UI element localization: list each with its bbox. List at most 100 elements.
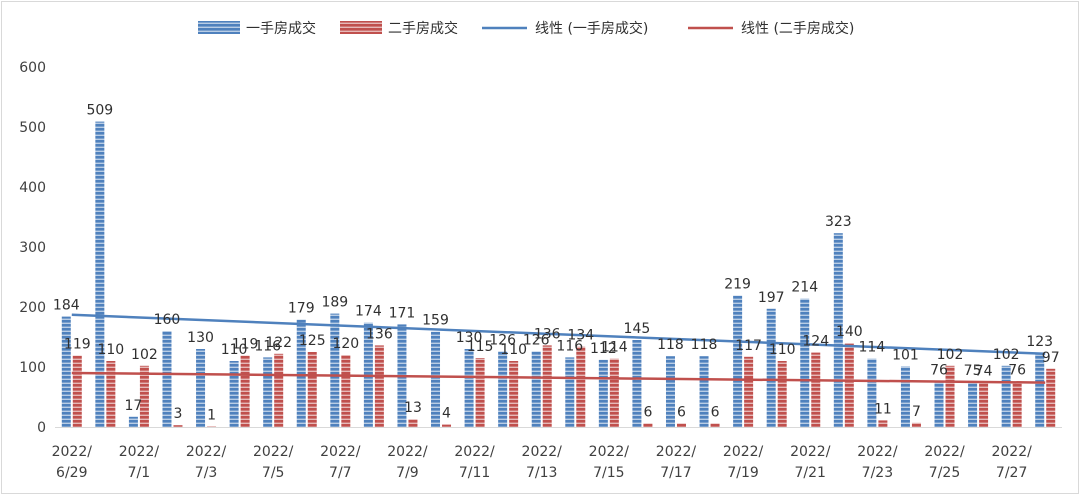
data-label-new-home: 102 <box>993 347 1020 363</box>
x-tick-label-date: 7/27 <box>996 465 1027 481</box>
y-tick-label: 600 <box>19 60 46 76</box>
bar-new-home[interactable] <box>800 298 810 427</box>
data-label-new-home: 101 <box>892 347 919 363</box>
bar-new-home[interactable] <box>263 357 273 427</box>
bar-resale-home[interactable] <box>576 346 586 427</box>
data-label-new-home: 75 <box>964 363 982 379</box>
bar-new-home[interactable] <box>632 340 642 427</box>
bar-new-home[interactable] <box>431 331 441 427</box>
x-tick-label-year: 2022/ <box>119 444 160 460</box>
data-label-resale-home: 6 <box>711 404 720 420</box>
data-label-resale-home: 76 <box>1008 362 1026 378</box>
bar-new-home[interactable] <box>665 356 675 427</box>
data-label-new-home: 76 <box>930 362 948 378</box>
bar-resale-home[interactable] <box>408 419 418 427</box>
legend-label-new-home: 一手房成交 <box>246 20 316 37</box>
x-tick-label: 2022/7/7 <box>320 444 361 481</box>
x-tick-label-date: 7/1 <box>128 465 151 481</box>
bar-resale-home[interactable] <box>609 358 619 427</box>
bar-resale-home[interactable] <box>475 358 485 427</box>
bar-new-home[interactable] <box>699 356 709 427</box>
legend-item-resale-home[interactable]: 二手房成交 <box>340 20 458 37</box>
bar-new-home[interactable] <box>498 351 508 427</box>
data-label-new-home: 118 <box>657 337 684 353</box>
data-label-resale-home: 74 <box>975 364 993 380</box>
bar-resale-home[interactable] <box>777 361 787 427</box>
bar-new-home[interactable] <box>733 295 743 427</box>
bar-new-home[interactable] <box>196 349 206 427</box>
x-tick-label-year: 2022/ <box>522 444 563 460</box>
bar-new-home[interactable] <box>296 319 306 427</box>
bar-new-home[interactable] <box>162 331 172 427</box>
bar-resale-home[interactable] <box>945 365 955 427</box>
bar-new-home[interactable] <box>61 316 71 427</box>
data-label-new-home: 130 <box>187 330 214 346</box>
bar-resale-home[interactable] <box>811 352 821 427</box>
bar-new-home[interactable] <box>867 358 877 427</box>
x-tick-label-year: 2022/ <box>991 444 1032 460</box>
data-label-resale-home: 110 <box>500 342 527 358</box>
data-label-resale-home: 120 <box>332 336 359 352</box>
bar-resale-home[interactable] <box>207 426 217 427</box>
data-label-resale-home: 6 <box>643 404 652 420</box>
y-tick-label: 400 <box>19 180 46 196</box>
bar-resale-home[interactable] <box>139 365 149 427</box>
bar-resale-home[interactable] <box>509 361 519 427</box>
legend-label-trend-resale-home: 线性 (二手房成交) <box>741 20 854 37</box>
data-label-new-home: 17 <box>125 398 143 414</box>
bar-new-home[interactable] <box>128 416 138 427</box>
bar-new-home[interactable] <box>531 351 541 427</box>
bar-resale-home[interactable] <box>676 423 686 427</box>
legend-item-trend-resale-home[interactable]: 线性 (二手房成交) <box>688 20 854 37</box>
bar-resale-home[interactable] <box>173 425 183 427</box>
bar-new-home[interactable] <box>1035 353 1045 427</box>
y-tick-label: 200 <box>19 300 46 316</box>
bar-new-home[interactable] <box>565 357 575 427</box>
bar-new-home[interactable] <box>95 121 105 427</box>
bar-resale-home[interactable] <box>307 352 317 427</box>
bar-new-home[interactable] <box>330 313 340 427</box>
bar-resale-home[interactable] <box>240 355 250 427</box>
bar-resale-home[interactable] <box>844 343 854 427</box>
data-label-resale-home: 1 <box>207 407 216 423</box>
bar-resale-home[interactable] <box>1012 381 1022 427</box>
bar-resale-home[interactable] <box>442 424 452 427</box>
bar-new-home[interactable] <box>934 381 944 427</box>
data-label-new-home: 174 <box>355 304 382 320</box>
x-tick-label-date: 7/9 <box>396 465 419 481</box>
bar-new-home[interactable] <box>766 308 776 427</box>
y-tick-label: 300 <box>19 240 46 256</box>
bar-new-home[interactable] <box>833 233 843 427</box>
bar-resale-home[interactable] <box>341 355 351 427</box>
bar-new-home[interactable] <box>598 359 608 427</box>
bar-new-home[interactable] <box>900 366 910 427</box>
bar-resale-home[interactable] <box>72 355 82 427</box>
x-tick-label: 2022/7/11 <box>454 444 495 481</box>
bar-resale-home[interactable] <box>374 345 384 427</box>
bar-new-home[interactable] <box>968 382 978 427</box>
legend-label-resale-home: 二手房成交 <box>388 20 458 37</box>
bar-resale-home[interactable] <box>106 361 116 427</box>
data-label-resale-home: 117 <box>735 338 762 354</box>
bar-resale-home[interactable] <box>274 353 284 427</box>
bar-resale-home[interactable] <box>744 356 754 427</box>
bar-new-home[interactable] <box>229 361 239 427</box>
bar-new-home[interactable] <box>1001 365 1011 427</box>
x-tick-label-date: 6/29 <box>56 465 87 481</box>
bar-resale-home[interactable] <box>643 423 653 427</box>
legend-item-new-home[interactable]: 一手房成交 <box>198 20 316 37</box>
bar-resale-home[interactable] <box>878 420 888 427</box>
legend-item-trend-new-home[interactable]: 线性 (一手房成交) <box>482 20 648 37</box>
bar-resale-home[interactable] <box>911 422 921 427</box>
x-tick-label: 2022/7/17 <box>656 444 697 481</box>
bar-resale-home[interactable] <box>710 423 720 427</box>
x-tick-label-year: 2022/ <box>857 444 898 460</box>
bar-resale-home[interactable] <box>1046 368 1056 427</box>
trendline-new-home <box>71 313 1046 356</box>
bar-new-home[interactable] <box>464 349 474 427</box>
bar-resale-home[interactable] <box>542 345 552 427</box>
bar-resale-home[interactable] <box>979 382 989 427</box>
legend-label-trend-new-home: 线性 (一手房成交) <box>535 20 648 37</box>
